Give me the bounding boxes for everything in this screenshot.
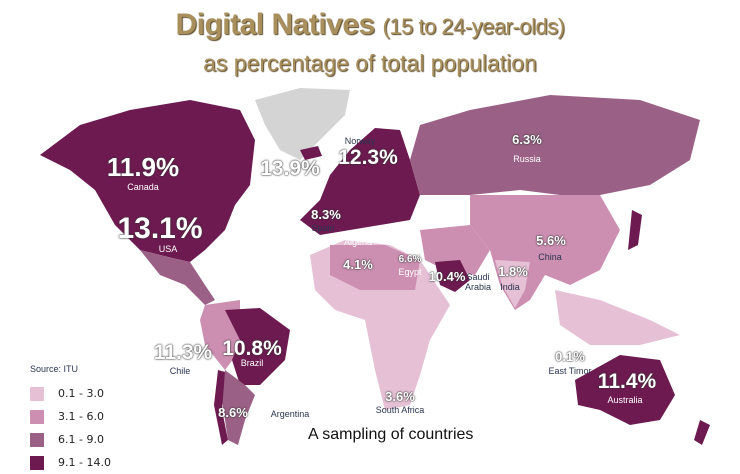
legend-swatch (30, 455, 44, 470)
value-russia: 6.3% (512, 132, 542, 147)
europe (300, 128, 420, 235)
legend-swatch (30, 409, 44, 424)
legend-item: 6.1 - 9.0 (30, 428, 111, 451)
india (495, 260, 530, 308)
value-east-timor: 0.1% (555, 349, 585, 364)
label-canada: Canada (127, 182, 159, 192)
north-america-region (40, 100, 255, 262)
legend-label: 6.1 - 9.0 (58, 433, 104, 446)
australia (575, 355, 675, 425)
label-east-timor: East Timor (548, 366, 592, 376)
label-saudi-arabia: Saudi Arabia (464, 272, 491, 292)
legend-item: 0.1 - 3.0 (30, 382, 111, 405)
label-russia: Russia (513, 154, 541, 164)
japan (628, 210, 642, 250)
legend-label: 0.1 - 3.0 (58, 387, 104, 400)
mexico-central-america (140, 250, 215, 305)
label-egypt: Egypt (398, 267, 422, 277)
value-canada: 11.9% (106, 152, 180, 182)
label-algeria: Algeria (343, 237, 373, 247)
value-argentina: 8.6% (218, 405, 248, 420)
legend-swatch (30, 386, 44, 401)
value-brazil: 10.8% (222, 337, 282, 360)
argentina (222, 370, 255, 445)
title: Digital Natives (15 to 24-year-olds) (0, 8, 740, 42)
value-iceland: 13.9% (260, 157, 320, 180)
value-saudi-arabia: 10.4% (428, 269, 466, 284)
chile (214, 370, 228, 445)
label-india: India (500, 282, 520, 292)
label-norway: Norway (344, 136, 376, 146)
greenland (255, 88, 350, 160)
value-norway: 12.3% (338, 146, 398, 169)
label-chile: Chile (169, 366, 191, 376)
iceland (300, 146, 322, 160)
title-main: Digital Natives (175, 8, 375, 41)
value-algeria: 4.1% (343, 257, 373, 272)
label-argentina: Argentina (270, 409, 310, 419)
legend-item: 9.1 - 14.0 (30, 451, 111, 474)
russia (410, 95, 700, 195)
value-india: 1.8% (498, 264, 528, 279)
title-sub: (15 to 24-year-olds) (382, 14, 565, 39)
legend: Source: ITU 0.1 - 3.0 3.1 - 6.0 6.1 - 9.… (30, 364, 111, 474)
label-china: China (538, 252, 562, 262)
label-australia: Australia (607, 395, 643, 405)
label-south-africa: South Africa (375, 405, 425, 415)
legend-item: 3.1 - 6.0 (30, 405, 111, 428)
saudi-arabia (435, 260, 470, 292)
legend-label: 3.1 - 6.0 (58, 410, 104, 423)
label-brazil: Brazil (240, 358, 264, 368)
legend-label: 9.1 - 14.0 (58, 456, 111, 469)
source-note: Source: ITU (30, 364, 79, 374)
southeast-asia (555, 290, 680, 345)
label-iceland: Iceland (290, 183, 320, 193)
new-zealand (694, 420, 710, 445)
value-australia: 11.4% (597, 370, 657, 393)
value-china: 5.6% (536, 233, 566, 248)
value-egypt: 6.6% (398, 254, 422, 265)
subtitle: as percentage of total population (203, 50, 537, 76)
value-south-africa: 3.6% (385, 389, 415, 404)
north-africa (330, 245, 420, 290)
value-spain: 8.3% (311, 207, 341, 222)
brazil (225, 308, 290, 385)
legend-swatch (30, 432, 44, 447)
value-chile: 11.3% (153, 341, 213, 364)
caption: A sampling of countries (308, 426, 474, 443)
value-usa: 13.1% (117, 212, 203, 245)
label-spain: Spain (311, 223, 335, 233)
label-usa: USA (158, 244, 178, 254)
